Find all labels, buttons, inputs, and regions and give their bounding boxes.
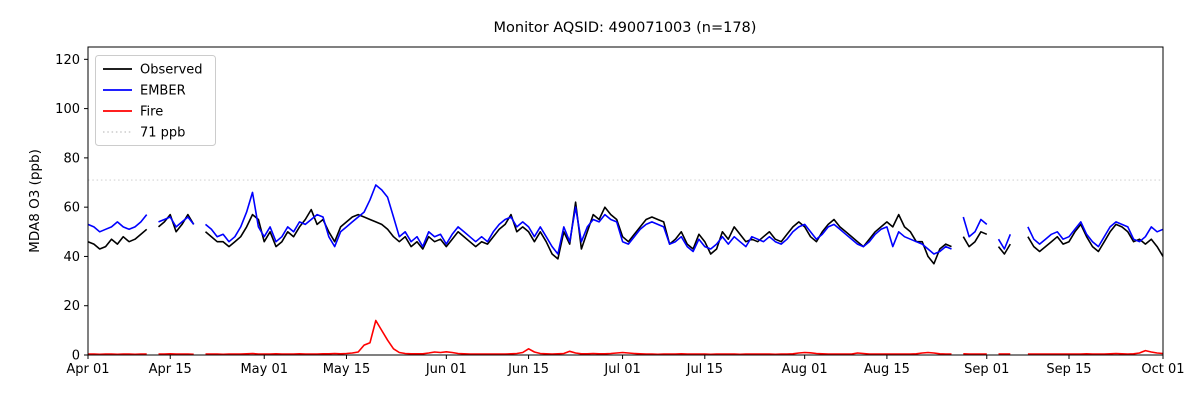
x-axis-ticks: Apr 01 Apr 15 May 01 May 15 Jun 01 Jun 15 Jul … (66, 355, 1185, 377)
x-tick-label: Sep 01 (964, 362, 1009, 377)
x-tick-label: Aug 15 (864, 362, 910, 377)
x-tick-label: May 15 (323, 362, 371, 377)
y-tick-label: 0 (72, 349, 80, 364)
legend-entry-label: EMBER (140, 84, 186, 99)
y-tick-label: 20 (63, 299, 80, 314)
x-tick-label: Jul 15 (686, 362, 723, 377)
series-line-observed (87, 201, 1164, 265)
legend-box (95, 55, 216, 146)
x-tick-label: Apr 01 (66, 362, 109, 377)
legend-entry-label: Fire (140, 105, 163, 120)
y-axis-label: MDA8 O3 (ppb) (27, 149, 43, 253)
x-tick-label: Sep 15 (1046, 362, 1091, 377)
x-tick-label: Jun 15 (507, 362, 549, 377)
x-tick-label: Apr 15 (149, 362, 192, 377)
x-tick-label: Aug 01 (782, 362, 828, 377)
y-tick-label: 60 (63, 201, 80, 216)
x-tick-label: May 01 (240, 362, 288, 377)
legend: Observed EMBER Fire 71 ppb (95, 55, 216, 146)
y-axis-ticks: 0 20 40 60 80 100 120 (55, 53, 88, 364)
x-tick-label: Jun 01 (425, 362, 467, 377)
series-line-ember (87, 184, 1164, 255)
legend-entry-label: Observed (140, 63, 203, 78)
y-tick-label: 100 (55, 102, 80, 117)
x-tick-label: Oct 01 (1141, 362, 1184, 377)
y-tick-label: 40 (63, 250, 80, 265)
y-tick-label: 120 (55, 53, 80, 68)
x-tick-label: Jul 01 (603, 362, 640, 377)
chart-title: Monitor AQSID: 490071003 (n=178) (494, 20, 757, 36)
plot-area: Apr 01 Apr 15 May 01 May 15 Jun 01 Jun 15 Jul … (55, 46, 1185, 377)
series-line-fire (88, 319, 1164, 356)
legend-entry-label: 71 ppb (140, 126, 185, 141)
axes-spines (87, 46, 1164, 356)
y-tick-label: 80 (63, 151, 80, 166)
